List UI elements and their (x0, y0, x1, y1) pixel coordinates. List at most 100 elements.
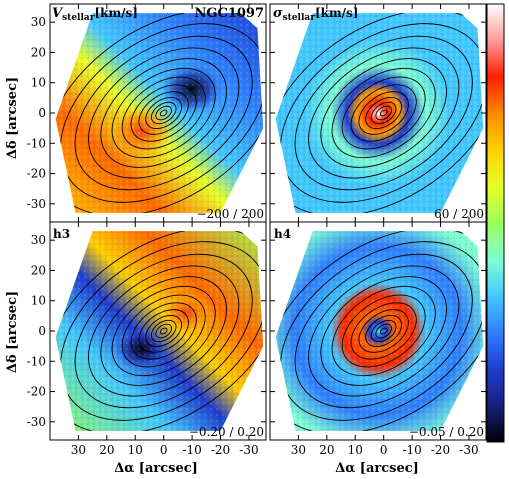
contour-line (159, 109, 168, 117)
x-tick-label: 30 (291, 443, 306, 457)
contour-line (294, 253, 473, 409)
x-tick-label: 10 (348, 443, 363, 457)
isophote-contours (275, 231, 484, 431)
contour-line (138, 309, 189, 353)
x-tick-label: 10 (128, 443, 143, 457)
panel-map (275, 231, 484, 431)
x-tick-label: 0 (160, 443, 168, 457)
contour-line (55, 231, 264, 431)
contour-line (74, 35, 253, 191)
y-tick-label: 20 (31, 45, 46, 59)
panel-dispersion (269, 3, 487, 223)
contour-line (130, 302, 197, 360)
contour-line (331, 285, 436, 377)
panel-h3-range: −0.20 / 0.20 (189, 425, 264, 439)
x-tick-label: -20 (431, 443, 450, 457)
contour-line (121, 294, 206, 368)
x-tick-label: 0 (380, 443, 388, 457)
colorbar (486, 3, 505, 443)
contour-line (130, 84, 197, 142)
contour-line (375, 323, 392, 339)
contour-line (294, 35, 473, 191)
y-tick-label: 10 (31, 76, 46, 90)
panel-map (55, 231, 264, 431)
isophote-contours (55, 231, 264, 431)
colorbar-frame (486, 3, 505, 443)
isophote-contours (275, 13, 484, 213)
contour-line (74, 253, 253, 409)
contour-line (320, 58, 447, 168)
panel-labels: Vstellar[km/s] NGC1097 σstellar[km/s] h3… (52, 6, 484, 439)
contour-line (55, 13, 264, 213)
contour-line (358, 91, 409, 135)
contour-line (308, 265, 460, 397)
contour-line (350, 302, 417, 360)
panel-velocity-label: Vstellar[km/s] (52, 6, 138, 23)
y-tick-label: -20 (27, 385, 46, 399)
map-noise (55, 231, 264, 431)
y-tick-label: -30 (27, 197, 46, 211)
x-tick-label: -20 (211, 443, 230, 457)
contour-line (100, 276, 227, 386)
panel-h4-label: h4 (274, 227, 291, 241)
contour-line (88, 47, 240, 179)
panel-h3-label: h3 (53, 227, 70, 241)
panel-map (55, 13, 264, 213)
x-axis-title-right: Δα [arcsec] (335, 461, 419, 476)
y-tick-label: 0 (38, 324, 46, 338)
contour-line (150, 319, 177, 343)
panel-h3: 30 20 10 0 -10 -20 -30 30 20 10 0 -10 -20 -30 (27, 221, 267, 457)
y-tick-label: 0 (38, 106, 46, 120)
map-noise (55, 13, 264, 213)
y-tick-label: 10 (31, 294, 46, 308)
contour-line (341, 76, 426, 150)
contour-line (145, 97, 183, 129)
y-tick-label: 30 (31, 233, 46, 247)
contour-line (280, 241, 484, 421)
panel-h4: 30 20 10 0 -10 -20 -30 (269, 221, 487, 457)
contour-line (150, 101, 177, 125)
contour-line (88, 265, 240, 397)
map-noise (275, 231, 484, 431)
x-tick-label: 20 (99, 443, 114, 457)
contour-line (379, 327, 388, 335)
contour-line (275, 231, 484, 431)
contour-line (320, 276, 447, 386)
panel-velocity-title: NGC1097 (194, 6, 264, 21)
y-tick-label: -10 (27, 354, 46, 368)
contour-line (60, 23, 264, 203)
contour-line (341, 294, 426, 368)
map-noise (275, 13, 484, 213)
y-axis-title-bottom: Δδ [arcsec] (5, 291, 20, 373)
contour-line (121, 76, 206, 150)
contour-line (145, 315, 183, 347)
contour-line (350, 84, 417, 142)
panel-velocity: 30 20 10 0 -10 -20 -30 (27, 3, 267, 223)
contour-line (138, 91, 189, 135)
y-tick-label: -20 (27, 167, 46, 181)
panel-dispersion-label: σstellar[km/s] (273, 6, 358, 23)
contour-line (358, 309, 409, 353)
x-tick-label: -10 (182, 443, 201, 457)
contour-line (375, 105, 392, 121)
contour-line (100, 58, 227, 168)
contour-line (308, 47, 460, 179)
contour-line (365, 315, 403, 347)
contour-line (159, 327, 168, 335)
x-tick-label: 20 (319, 443, 334, 457)
x-tick-label: -10 (402, 443, 421, 457)
contour-line (280, 23, 484, 203)
contour-line (331, 67, 436, 159)
contour-line (370, 101, 397, 125)
contour-line (370, 319, 397, 343)
contour-line (275, 13, 484, 213)
panel-dispersion-range: 60 / 200 (434, 207, 484, 221)
y-tick-label: -10 (27, 136, 46, 150)
isophote-contours (55, 13, 264, 213)
contour-line (60, 241, 264, 421)
y-axis-title-top: Δδ [arcsec] (5, 77, 20, 159)
contour-line (111, 67, 216, 159)
contour-line (155, 323, 172, 339)
contour-line (379, 109, 388, 117)
